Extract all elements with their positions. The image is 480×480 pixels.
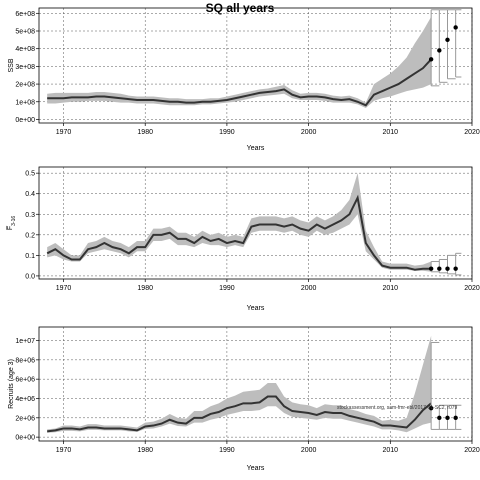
y-tick-label: 4e+06 [15, 396, 35, 403]
x-axis-label: Years [247, 145, 265, 152]
forecast-point [453, 25, 458, 30]
forecast-point [428, 266, 434, 271]
x-tick-label: 2020 [464, 447, 480, 454]
y-tick-label: 4e+08 [15, 46, 35, 53]
x-tick-label: 1970 [56, 447, 72, 454]
x-tick-label: 2010 [383, 285, 399, 292]
y-axis-label: F̅3-16 [6, 216, 17, 231]
forecast-point [453, 266, 458, 271]
forecast-point [445, 37, 450, 43]
x-tick-label: 2000 [301, 285, 317, 292]
y-tick-label: 6e+06 [15, 377, 35, 384]
y-tick-label: 6e+08 [15, 11, 35, 18]
estimate-line [46, 194, 432, 271]
estimate-line [47, 395, 432, 433]
forecast-point [453, 415, 458, 421]
forecast-point [437, 48, 442, 53]
y-tick-label: 0.1 [25, 253, 35, 260]
x-tick-label: 2010 [383, 447, 399, 454]
y-tick-label: 1e+07 [15, 338, 35, 345]
y-axis-label-sub: 3-16 [11, 216, 17, 226]
y-tick-label: 0.2 [25, 232, 35, 239]
forecast-point [437, 266, 442, 271]
y-tick-label: 0.3 [25, 212, 35, 219]
x-tick-label: 2000 [301, 447, 317, 454]
confidence-band [47, 173, 432, 272]
forecast-point [445, 415, 450, 421]
x-axis-label: Years [247, 465, 265, 472]
plot-frame [38, 7, 473, 124]
plot-frame [38, 326, 473, 442]
x-tick-label: 1980 [137, 285, 153, 292]
confidence-band [47, 335, 432, 433]
x-tick-label: 1990 [219, 447, 235, 454]
y-tick-label: 1e+08 [15, 99, 35, 106]
y-tick-label: 0e+00 [15, 117, 35, 124]
y-axis-label-main: F̅ [6, 225, 14, 231]
y-tick-label: 0.4 [25, 191, 35, 198]
x-axis-label: Years [247, 305, 265, 312]
x-tick-label: 2020 [464, 285, 480, 292]
y-axis-label: SSB [8, 58, 15, 72]
y-tick-label: 0.5 [25, 171, 35, 178]
recruits-panel: 1970 1980 1990 2000 2010 2020 0e+00 2e+06 4e+06 6… [8, 326, 480, 472]
estimate-line [47, 58, 432, 107]
ssb-panel: 1970 1980 1990 2000 2010 2020 0e+00 1e+08 2e+08 3… [8, 7, 480, 152]
forecast-point [445, 266, 450, 271]
x-tick-label: 1980 [137, 447, 153, 454]
y-tick-label: 2e+06 [15, 415, 35, 422]
x-tick-label: 1980 [137, 129, 153, 136]
y-tick-label: 2e+08 [15, 82, 35, 89]
plot-frame [38, 166, 473, 280]
x-tick-label: 2010 [383, 129, 399, 136]
x-tick-label: 1970 [56, 129, 72, 136]
y-tick-label: 0.0 [25, 273, 35, 280]
confidence-band [47, 16, 432, 108]
x-tick-label: 2020 [464, 129, 480, 136]
y-tick-label: 0e+00 [15, 435, 35, 442]
x-tick-label: 2000 [301, 129, 317, 136]
forecast-point [437, 415, 442, 421]
source-annotation: stockassessment.org, sam-fmr-ebl/2017-01… [337, 405, 458, 411]
x-tick-label: 1970 [56, 285, 72, 292]
y-tick-label: 5e+08 [15, 29, 35, 36]
fishing-mortality-panel: 1970 1980 1990 2000 2010 2020 0.0 0.1 0.2 0.3 0.4 0… [6, 166, 480, 312]
x-tick-label: 1990 [219, 129, 235, 136]
y-tick-label: 3e+08 [15, 64, 35, 71]
forecast-point [428, 405, 434, 411]
y-tick-label: 8e+06 [15, 357, 35, 364]
forecast-point [428, 57, 434, 62]
x-tick-label: 1990 [219, 285, 235, 292]
y-axis-label: Recruits (age 3) [8, 359, 15, 409]
